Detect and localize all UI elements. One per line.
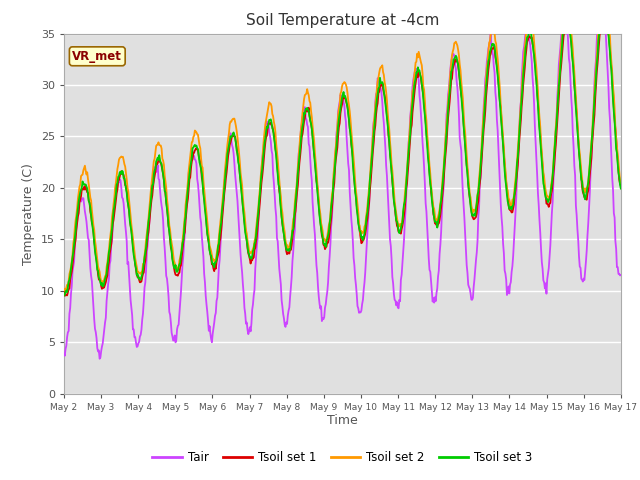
Title: Soil Temperature at -4cm: Soil Temperature at -4cm [246, 13, 439, 28]
Text: VR_met: VR_met [72, 50, 122, 63]
Legend: Tair, Tsoil set 1, Tsoil set 2, Tsoil set 3: Tair, Tsoil set 1, Tsoil set 2, Tsoil se… [148, 446, 537, 469]
Y-axis label: Temperature (C): Temperature (C) [22, 163, 35, 264]
X-axis label: Time: Time [327, 414, 358, 427]
